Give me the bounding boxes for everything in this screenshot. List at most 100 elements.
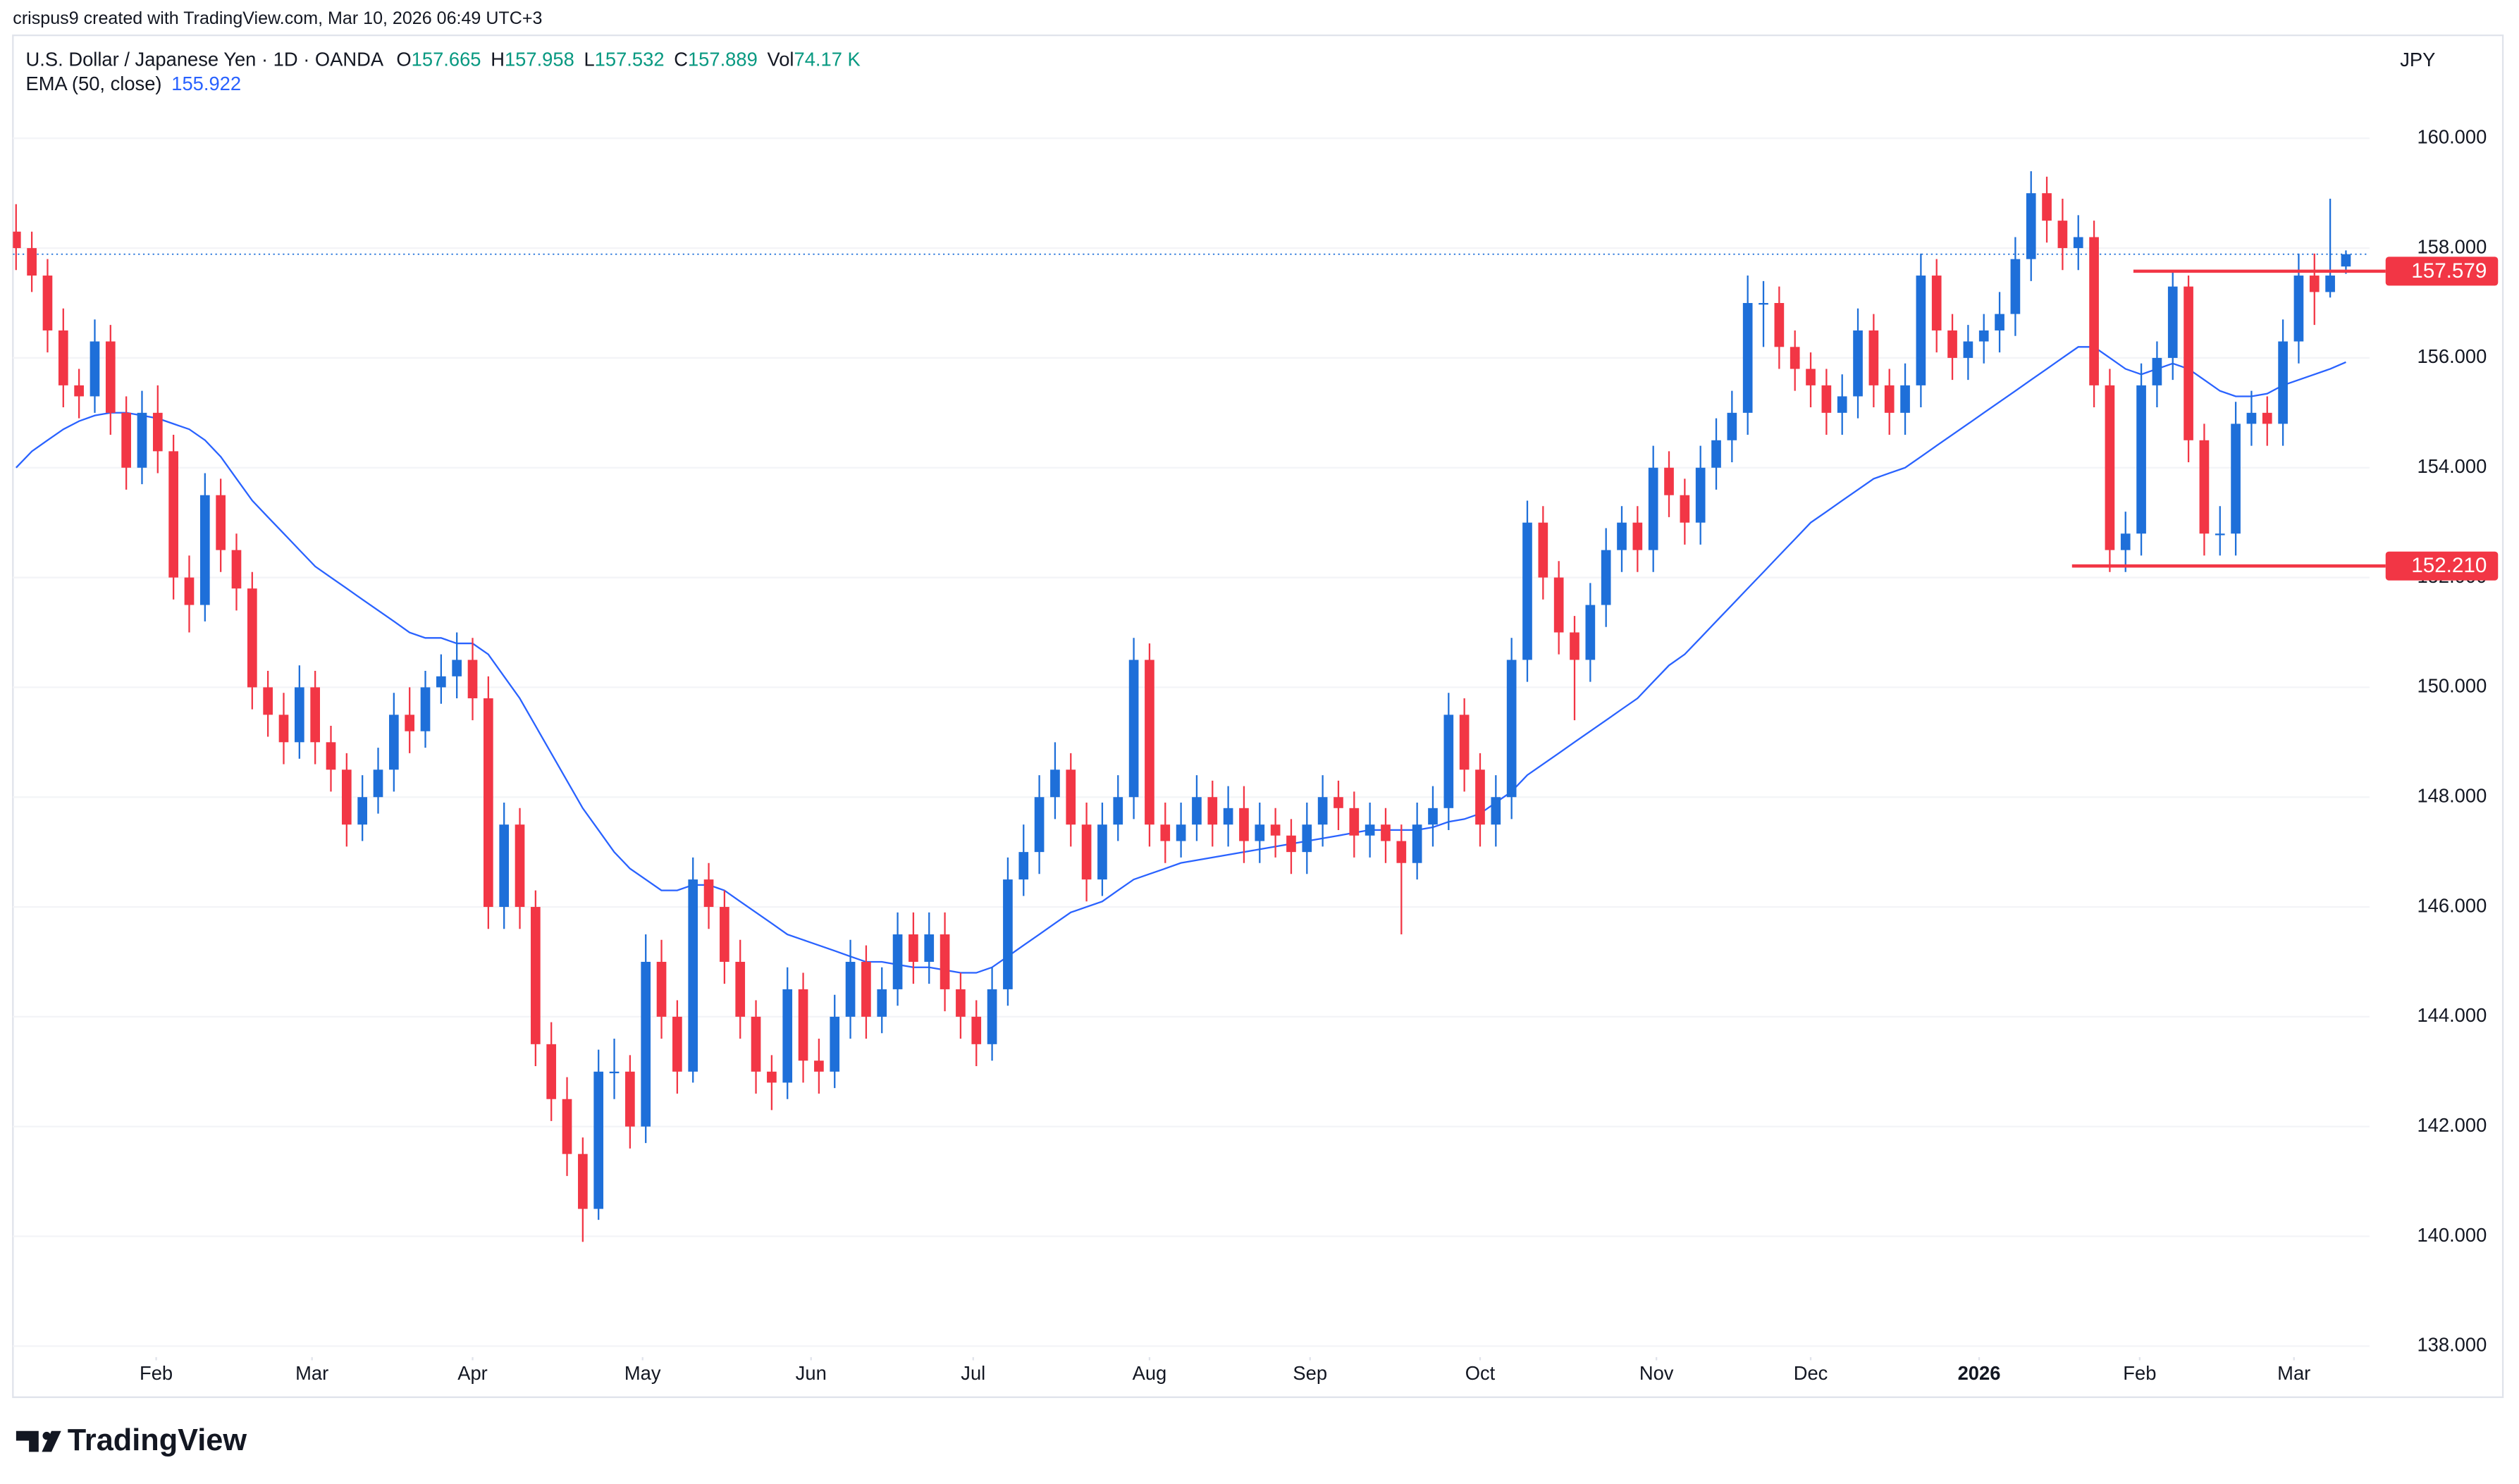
candle-body xyxy=(2042,193,2052,221)
candle-body xyxy=(1617,522,1627,550)
y-tick-label: 158.000 xyxy=(2417,235,2487,257)
candle-body xyxy=(1868,330,1879,385)
candle-body xyxy=(1349,808,1360,836)
candle-body xyxy=(1947,330,1957,358)
candle-body xyxy=(625,1071,635,1127)
candle-body xyxy=(2089,237,2099,385)
candle-body xyxy=(231,550,242,589)
candle-body xyxy=(2293,276,2304,342)
level-label: 152.210 xyxy=(2411,554,2487,577)
candle-body xyxy=(389,715,399,770)
candle-body xyxy=(1790,347,1800,369)
candle-body xyxy=(74,385,84,397)
candle-body xyxy=(90,341,100,397)
candle-body xyxy=(1034,797,1045,853)
candle-body xyxy=(1018,852,1029,880)
candle-body xyxy=(751,1016,761,1072)
candle-body xyxy=(1837,396,1847,413)
candle-body xyxy=(1506,660,1517,798)
candle-body xyxy=(1570,632,1579,660)
ema-legend: EMA (50, close) 155.922 xyxy=(26,73,242,94)
candle-body xyxy=(1396,841,1407,863)
candle-body xyxy=(1884,385,1895,413)
candle-body xyxy=(2231,423,2241,534)
candle-body xyxy=(420,687,431,731)
level-label-box xyxy=(2385,256,2499,286)
title: U.S. Dollar / Japanese Yen · 1D · OANDA xyxy=(26,49,384,70)
candle-body xyxy=(1145,660,1154,825)
candle-body xyxy=(641,961,651,1127)
candle-body xyxy=(1317,797,1328,825)
candle-body xyxy=(199,495,210,605)
candle-body xyxy=(1695,467,1706,523)
candle-body xyxy=(940,934,950,989)
candle-body xyxy=(2026,193,2036,259)
level-label-box xyxy=(2385,551,2499,581)
candle-body xyxy=(2278,341,2288,424)
candle-body xyxy=(2120,533,2131,550)
candle-body xyxy=(1459,715,1470,770)
candle-body xyxy=(1711,440,1721,468)
candle-body xyxy=(499,824,510,908)
candle-body xyxy=(1916,276,1926,385)
candle-body xyxy=(1806,369,1816,385)
candle-body xyxy=(1585,605,1596,660)
brand-logo xyxy=(16,1430,61,1452)
candle-body xyxy=(1255,824,1265,841)
candle-body xyxy=(1160,824,1171,841)
candle-body xyxy=(767,1071,777,1083)
candle-body xyxy=(845,961,856,1017)
candle-body xyxy=(1995,314,2004,330)
candle-body xyxy=(1522,522,1532,660)
candle-body xyxy=(1601,550,1611,605)
candle-body xyxy=(247,588,257,688)
high-value: 157.958 xyxy=(505,49,574,70)
x-tick-label: Sep xyxy=(1293,1362,1327,1384)
candle-body xyxy=(688,879,698,1072)
candle-body xyxy=(1632,522,1643,550)
candle-body xyxy=(1664,467,1674,495)
candle-body xyxy=(1176,824,1186,841)
ema-line xyxy=(16,346,2346,974)
candle-body xyxy=(578,1154,588,1209)
candle-body xyxy=(2057,221,2068,249)
candle-body xyxy=(1365,824,1375,836)
candle-body xyxy=(373,769,383,798)
legend-label: O xyxy=(396,49,411,70)
candle-body xyxy=(1003,879,1013,989)
candle-body xyxy=(656,961,667,1017)
candle-body xyxy=(971,1016,982,1044)
ema-name: EMA (50, close) xyxy=(26,73,162,94)
candle-body xyxy=(672,1016,682,1072)
candle-body xyxy=(278,715,289,743)
candle-body xyxy=(2262,412,2272,424)
y-tick-label: 148.000 xyxy=(2417,784,2487,806)
candle-body xyxy=(405,715,415,731)
candle-body xyxy=(703,879,714,908)
candle-body xyxy=(263,687,273,715)
x-tick-label: Feb xyxy=(140,1362,173,1384)
x-tick-label: Jun xyxy=(796,1362,827,1384)
y-tick-label: 150.000 xyxy=(2417,675,2487,697)
candle-body xyxy=(1648,467,1658,550)
candle-body xyxy=(546,1044,557,1099)
candle-body xyxy=(1270,824,1281,836)
candle-body xyxy=(2184,286,2193,440)
candle-body xyxy=(1381,824,1391,841)
candle-body xyxy=(830,1016,840,1072)
candle-body xyxy=(1900,385,1910,413)
candle-body xyxy=(1050,769,1060,798)
candle-body xyxy=(798,989,808,1061)
candle-body xyxy=(593,1071,604,1209)
candle-body xyxy=(1081,824,1092,880)
candle-body xyxy=(27,248,37,276)
candle-body xyxy=(1774,303,1785,347)
legend-label: L xyxy=(584,49,594,70)
level-label: 157.579 xyxy=(2411,259,2487,283)
candle-body xyxy=(1759,303,1768,305)
x-tick-label: Mar xyxy=(2277,1362,2310,1384)
candle-body xyxy=(1742,303,1753,413)
candle-body xyxy=(1680,495,1690,523)
legend-label: H xyxy=(491,49,505,70)
